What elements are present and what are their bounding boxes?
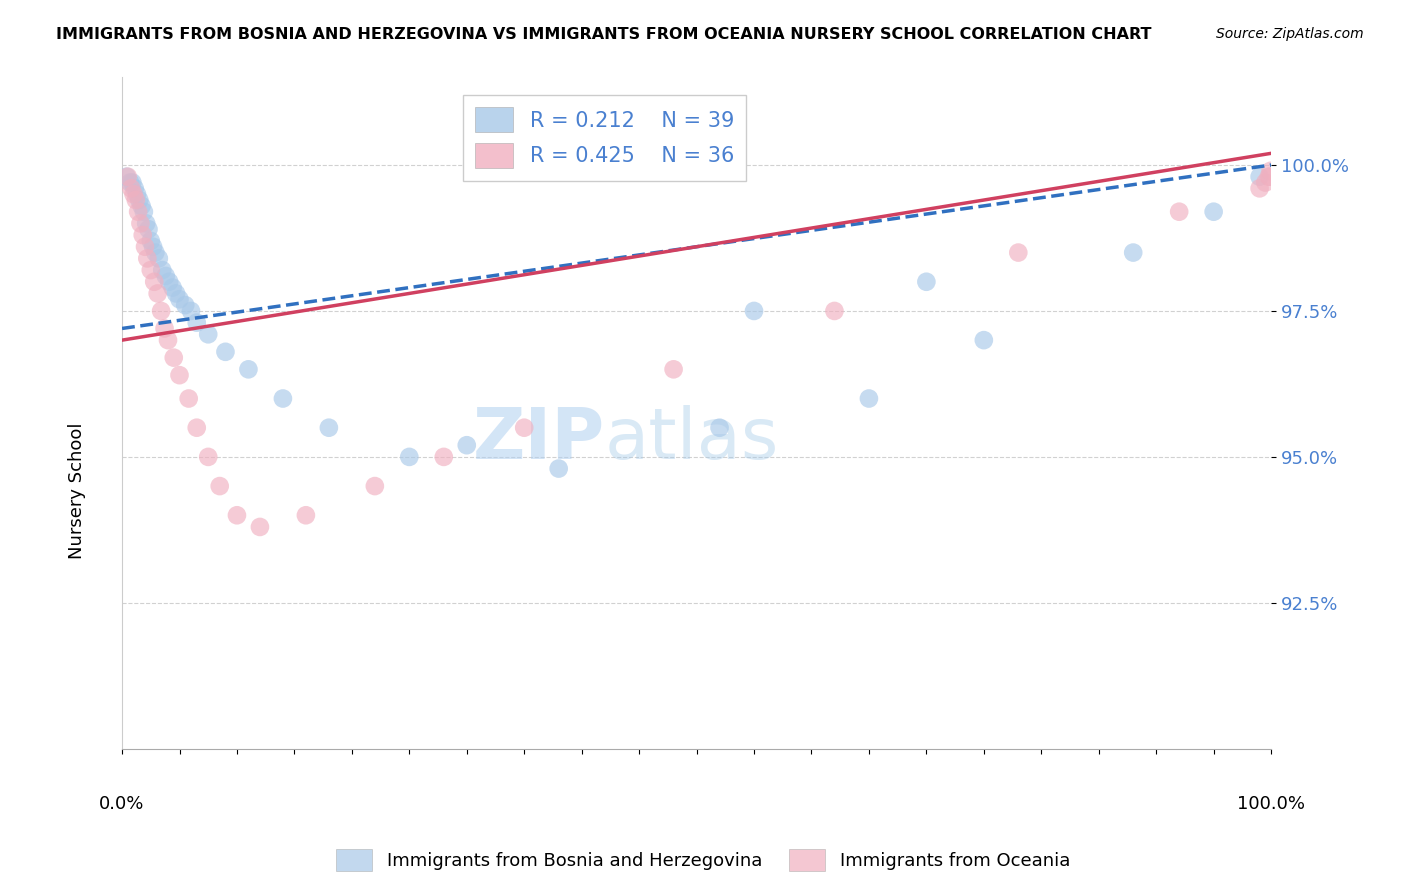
Point [858, 392, 880, 406]
Text: Source: ZipAtlas.com: Source: ZipAtlas.com [1216, 27, 1364, 41]
Point [180, 304, 202, 318]
Point [146, 286, 169, 301]
Point [295, 508, 318, 523]
Point [169, 293, 191, 307]
Legend: Immigrants from Bosnia and Herzegovina, Immigrants from Oceania: Immigrants from Bosnia and Herzegovina, … [329, 842, 1077, 879]
Point [148, 252, 170, 266]
Point [132, 204, 155, 219]
Point [157, 275, 180, 289]
Point [186, 420, 208, 434]
Point [128, 193, 150, 207]
Point [174, 298, 197, 312]
Point [142, 240, 165, 254]
Text: 100.0%: 100.0% [1237, 796, 1305, 814]
Point [364, 479, 387, 493]
Point [132, 228, 155, 243]
Point [1249, 181, 1271, 195]
Point [318, 420, 340, 434]
Point [1260, 164, 1282, 178]
Point [1254, 176, 1277, 190]
Point [915, 275, 938, 289]
Point [129, 216, 152, 230]
Point [153, 321, 176, 335]
Point [1007, 245, 1029, 260]
Point [162, 280, 184, 294]
Legend: R = 0.212    N = 39, R = 0.425    N = 36: R = 0.212 N = 39, R = 0.425 N = 36 [463, 95, 747, 181]
Point [139, 234, 162, 248]
Point [177, 392, 200, 406]
Point [1202, 204, 1225, 219]
Point [249, 520, 271, 534]
Point [163, 351, 186, 365]
Point [823, 304, 845, 318]
Point [1168, 204, 1191, 219]
Point [150, 263, 173, 277]
Point [1257, 169, 1279, 184]
Point [433, 450, 456, 464]
Point [138, 222, 160, 236]
Point [197, 450, 219, 464]
Point [271, 392, 294, 406]
Point [120, 176, 142, 190]
Point [124, 181, 146, 195]
Point [150, 304, 173, 318]
Point [145, 245, 167, 260]
Point [127, 204, 149, 219]
Point [156, 333, 179, 347]
Point [125, 193, 148, 207]
Text: IMMIGRANTS FROM BOSNIA AND HERZEGOVINA VS IMMIGRANTS FROM OCEANIA NURSERY SCHOOL: IMMIGRANTS FROM BOSNIA AND HERZEGOVINA V… [56, 27, 1152, 42]
Point [131, 199, 153, 213]
Text: 0.0%: 0.0% [100, 796, 145, 814]
Text: Nursery School: Nursery School [69, 422, 86, 559]
Point [214, 344, 236, 359]
Point [226, 508, 249, 523]
Point [662, 362, 685, 376]
Point [165, 286, 187, 301]
Point [742, 304, 765, 318]
Point [398, 450, 420, 464]
Point [122, 187, 145, 202]
Point [117, 169, 139, 184]
Point [1122, 245, 1144, 260]
Point [125, 187, 148, 202]
Text: atlas: atlas [605, 406, 779, 475]
Point [135, 216, 157, 230]
Point [208, 479, 231, 493]
Point [973, 333, 995, 347]
Point [709, 420, 731, 434]
Point [121, 176, 143, 190]
Point [186, 316, 208, 330]
Point [115, 169, 138, 184]
Point [136, 252, 159, 266]
Point [1249, 169, 1271, 184]
Point [513, 420, 536, 434]
Text: ZIP: ZIP [472, 406, 605, 475]
Point [456, 438, 478, 452]
Point [143, 275, 166, 289]
Point [139, 263, 162, 277]
Point [1258, 169, 1281, 184]
Point [197, 327, 219, 342]
Point [134, 240, 156, 254]
Point [238, 362, 260, 376]
Point [120, 181, 142, 195]
Point [155, 268, 177, 283]
Point [547, 461, 569, 475]
Point [169, 368, 191, 383]
